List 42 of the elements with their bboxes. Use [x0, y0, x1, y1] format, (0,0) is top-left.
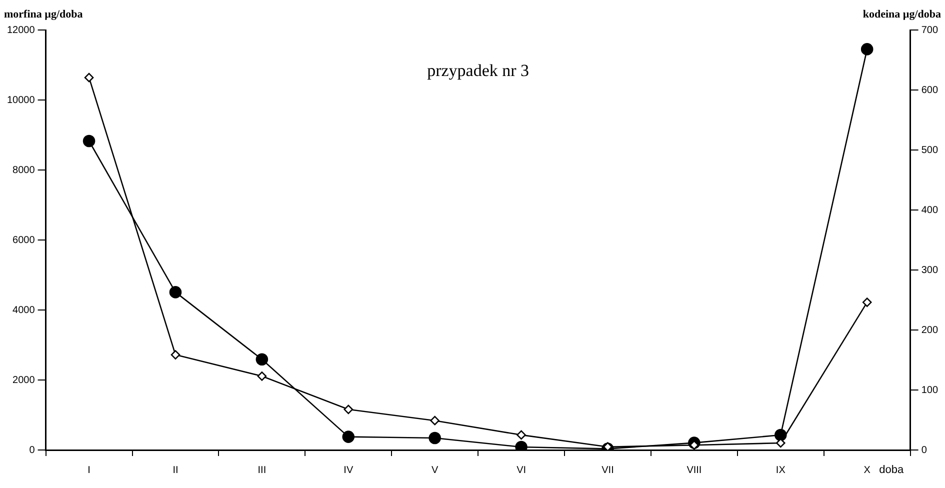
point: [257, 372, 267, 381]
x-tick-label: VIII: [686, 464, 702, 476]
y-tick-label: 8000: [12, 164, 36, 176]
x-tick-label: IV: [344, 464, 354, 476]
y2-tick-label: 600: [921, 84, 938, 96]
y-tick-label: 6000: [12, 234, 36, 246]
y-tick-label: 10000: [6, 94, 36, 106]
point: [170, 350, 180, 360]
point: [862, 298, 872, 307]
point: [342, 430, 355, 443]
x-tick-label: VI: [516, 464, 526, 476]
point: [84, 72, 94, 82]
x-axis-title: doba: [879, 464, 904, 476]
y2-tick-label: 400: [921, 204, 938, 216]
y-tick-label: 0: [29, 444, 36, 456]
point: [344, 404, 354, 414]
x-tick-label: VII: [602, 464, 614, 476]
y2-tick-label: 700: [921, 24, 938, 36]
point: [428, 432, 441, 444]
y-tick-label: 12000: [6, 24, 36, 36]
x-tick-label: III: [258, 464, 266, 476]
y2-tick-label: 300: [921, 264, 938, 276]
point: [516, 430, 526, 440]
x-tick-label: X: [864, 464, 871, 476]
y-tick-label: 2000: [12, 374, 36, 386]
y2-axis-title: kodeina µg/doba: [862, 8, 942, 20]
y2-tick-label: 0: [921, 444, 928, 456]
point: [430, 416, 440, 426]
point: [256, 353, 268, 366]
point: [860, 43, 874, 56]
point: [169, 286, 182, 298]
x-tick-label: IX: [776, 464, 786, 476]
y-axis-title: morfina µg/doba: [4, 8, 84, 20]
x-tick-label: V: [432, 464, 438, 476]
text: przypadek nr 3: [427, 60, 530, 80]
x-tick-label: I: [88, 464, 90, 476]
y-tick-label: 4000: [12, 304, 36, 316]
y2-tick-label: 200: [921, 324, 938, 336]
point: [82, 134, 96, 148]
x-tick-label: II: [172, 464, 178, 476]
y2-tick-label: 100: [921, 384, 938, 396]
y2-tick-label: 500: [921, 144, 938, 156]
